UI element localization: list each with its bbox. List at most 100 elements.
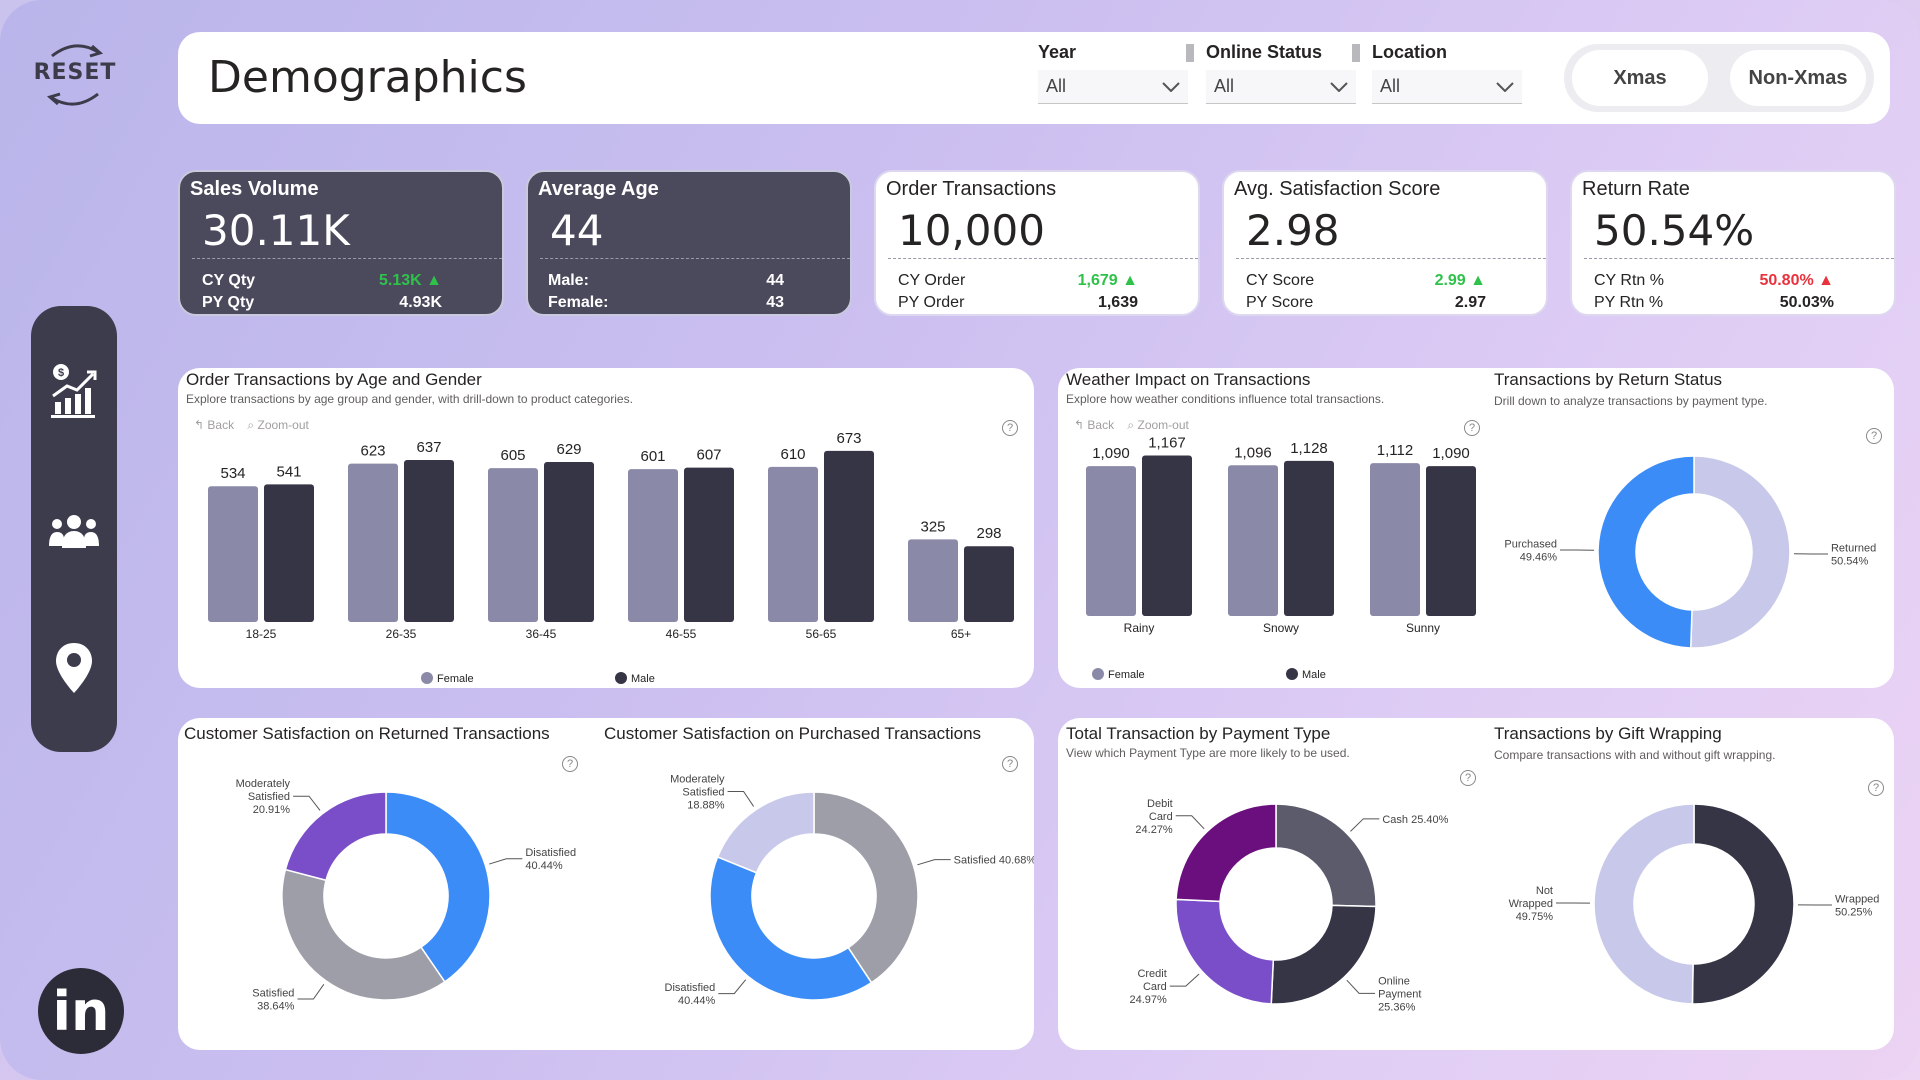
online-status-dropdown[interactable]: All: [1206, 70, 1356, 104]
non-xmas-button[interactable]: Non-Xmas: [1730, 50, 1866, 106]
slice-label: Satisfied 40.68%: [954, 855, 1034, 867]
year-dropdown[interactable]: All: [1038, 70, 1188, 104]
kpi-row-value: 4.93K: [399, 294, 442, 311]
kpi-row-py: PY Qty 4.93K: [202, 294, 442, 312]
legend-label: Female: [1108, 669, 1145, 681]
slicer-value: All: [1380, 76, 1401, 96]
kpi-row-py: PY Order 1,639: [898, 294, 1138, 312]
legend-label: Female: [437, 673, 474, 685]
donut-slice: [1597, 455, 1695, 649]
season-toggle: Xmas Non-Xmas: [1564, 44, 1874, 112]
age-gender-chart: 534 541 18-25 623 637 26-35 605 629 36-45 601 607 4…: [208, 430, 1014, 685]
nav-item-location[interactable]: [31, 628, 117, 708]
slicer-separator: [1186, 44, 1194, 62]
data-label: 534: [220, 465, 245, 482]
help-icon[interactable]: ?: [562, 756, 578, 772]
back-button[interactable]: ↰ Back: [1074, 418, 1115, 432]
slice-label: Returned 50.54%: [1831, 543, 1876, 568]
bar-female: [208, 486, 258, 622]
kpi-row-cy: CY Qty 5.13K ▲: [202, 272, 442, 290]
linkedin-icon: in: [52, 979, 110, 1043]
zoom-out-button[interactable]: ⌕ Zoom-out: [247, 418, 309, 432]
data-label: 541: [276, 463, 301, 480]
panel-payment-gift: Total Transaction by Payment Type View w…: [1058, 718, 1894, 1050]
x-tick-label: 46-55: [666, 627, 697, 641]
kpi-row-label: CY Order: [898, 272, 966, 289]
slice-label: Moderately Satisfied 18.88%: [670, 774, 725, 812]
legend-marker: [615, 672, 627, 684]
linkedin-button[interactable]: in: [38, 968, 124, 1054]
x-tick-label: Snowy: [1263, 621, 1299, 635]
zoom-out-button[interactable]: ⌕ Zoom-out: [1127, 418, 1189, 432]
kpi-row-cy: CY Order 1,679 ▲: [898, 272, 1138, 290]
nav-item-demographics[interactable]: [31, 492, 117, 572]
reset-arrows-icon: [46, 44, 104, 106]
donut-slice: [716, 791, 815, 874]
kpi-row-py: PY Score 2.97: [1246, 294, 1486, 312]
slicer-label: Year: [1038, 42, 1077, 62]
location-pin-icon: [56, 643, 92, 693]
location-dropdown[interactable]: All: [1372, 70, 1522, 104]
data-label: 1,096: [1234, 444, 1272, 461]
bar-female: [908, 539, 958, 622]
bar-male: [1426, 466, 1476, 616]
x-tick-label: Rainy: [1124, 621, 1155, 635]
data-label: 1,167: [1148, 435, 1186, 452]
kpi-row-label: CY Rtn %: [1594, 272, 1664, 289]
bar-male: [824, 450, 874, 622]
donut-slice: [1175, 898, 1275, 1005]
help-icon[interactable]: ?: [1002, 756, 1018, 772]
back-button[interactable]: ↰ Back: [194, 418, 235, 432]
help-icon[interactable]: ?: [1002, 420, 1018, 436]
slice-label: Disatisfied 40.44%: [665, 982, 716, 1007]
help-icon[interactable]: ?: [1868, 780, 1884, 796]
slice-label: Disatisfied 40.44%: [525, 847, 576, 872]
kpi-row-label: Male:: [548, 272, 589, 289]
nav-item-sales[interactable]: $: [31, 350, 117, 430]
payment-gift-donuts: Cash 25.40% Online Payment 25.36% Credit Card…: [1129, 798, 1879, 1014]
slicer-year: Year All: [1038, 42, 1188, 104]
bar-male: [404, 460, 454, 622]
xmas-button[interactable]: Xmas: [1572, 50, 1708, 106]
help-icon[interactable]: ?: [1460, 770, 1476, 786]
bar-female: [768, 466, 818, 622]
data-label: 607: [696, 447, 721, 464]
kpi-value: 44: [550, 206, 604, 255]
kpi-row-label: PY Rtn %: [1594, 294, 1664, 311]
legend-marker: [1092, 668, 1104, 680]
donut-slice: [1689, 455, 1791, 649]
kpi-value: 50.54%: [1594, 206, 1755, 255]
slicer-value: All: [1214, 76, 1235, 96]
data-label: 601: [640, 448, 665, 465]
chevron-down-icon: [1496, 81, 1514, 92]
slicer-online-status: Online Status All: [1206, 42, 1356, 104]
leader-line: [1175, 815, 1205, 830]
help-icon[interactable]: ?: [1866, 428, 1882, 444]
kpi-value: 30.11K: [202, 206, 350, 255]
kpi-row-label: CY Qty: [202, 272, 256, 289]
panel-age-gender: Order Transactions by Age and Gender Exp…: [178, 368, 1034, 688]
satisfaction-donuts: Disatisfied 40.44% Satisfied 38.64% Moderate…: [236, 774, 1034, 1013]
data-label: 605: [500, 447, 525, 464]
leader-line: [1350, 818, 1380, 832]
header-bar: Demographics Year All Online Status All …: [178, 32, 1890, 124]
kpi-row-value: 50.80% ▲: [1759, 272, 1834, 289]
slice-label: Purchased 49.46%: [1504, 538, 1557, 563]
slice-label: Wrapped 50.25%: [1835, 893, 1879, 918]
kpi-value: 10,000: [898, 206, 1045, 255]
kpi-divider: [1584, 258, 1894, 259]
donut-slice: [813, 791, 919, 984]
bar-female: [1370, 463, 1420, 616]
x-tick-label: 36-45: [526, 627, 557, 641]
legend-label: Male: [631, 673, 655, 685]
reset-button[interactable]: RESET: [30, 36, 120, 112]
leader-line: [727, 791, 755, 807]
chart-title: Weather Impact on Transactions: [1066, 370, 1311, 389]
help-icon[interactable]: ?: [1464, 420, 1480, 436]
kpi-average-age: Average Age 44 Male: 44 Female: 43: [526, 170, 852, 316]
leader-line: [489, 858, 523, 865]
slicer-label: Location: [1372, 42, 1447, 62]
slice-label: Debit Card 24.27%: [1135, 798, 1173, 836]
nav-sidebar: $: [31, 306, 117, 752]
